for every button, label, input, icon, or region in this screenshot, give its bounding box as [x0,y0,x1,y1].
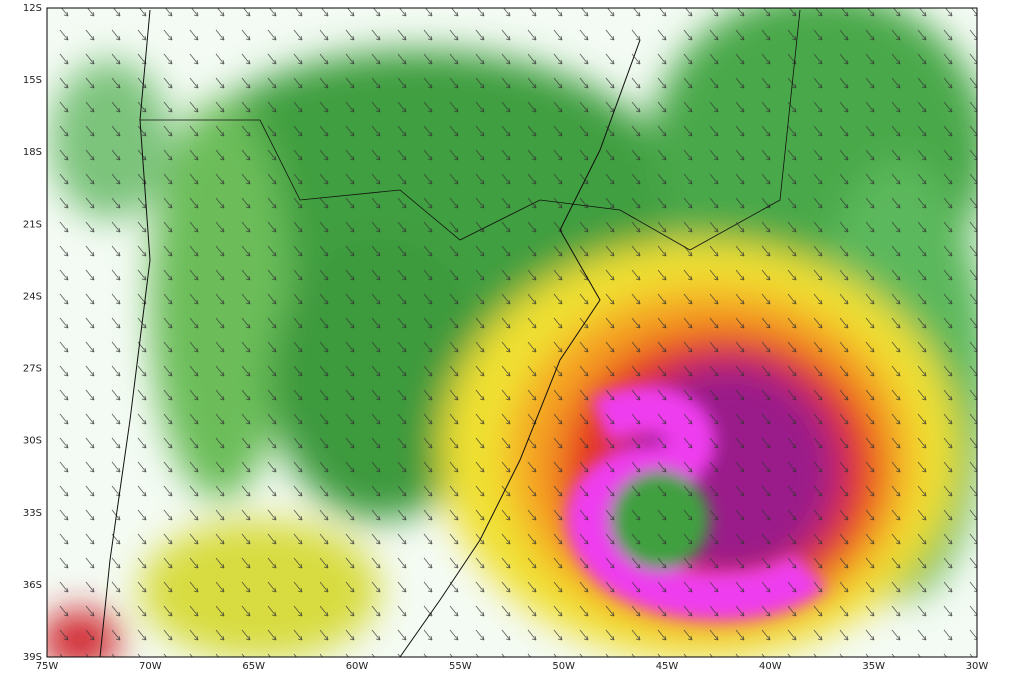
lon-label: 35W [862,661,885,672]
lon-label: 60W [346,661,369,672]
lat-label: 33S [23,508,42,519]
lon-label: 65W [242,661,265,672]
lat-label: 27S [23,364,42,375]
lat-label: 39S [23,652,42,663]
lon-label: 45W [656,661,679,672]
lat-label: 24S [23,291,42,302]
lon-label: 40W [759,661,782,672]
lat-label: 21S [23,219,42,230]
lon-label: 55W [449,661,472,672]
lat-label: 36S [23,580,42,591]
lat-label: 12S [23,3,42,14]
field [47,8,977,657]
map-frame [46,7,978,658]
lon-label: 30W [966,661,989,672]
lat-label: 30S [23,436,42,447]
lat-label: 15S [23,75,42,86]
lon-label: 75W [36,661,59,672]
lat-label: 18S [23,147,42,158]
lon-label: 70W [139,661,162,672]
lon-label: 50W [552,661,575,672]
